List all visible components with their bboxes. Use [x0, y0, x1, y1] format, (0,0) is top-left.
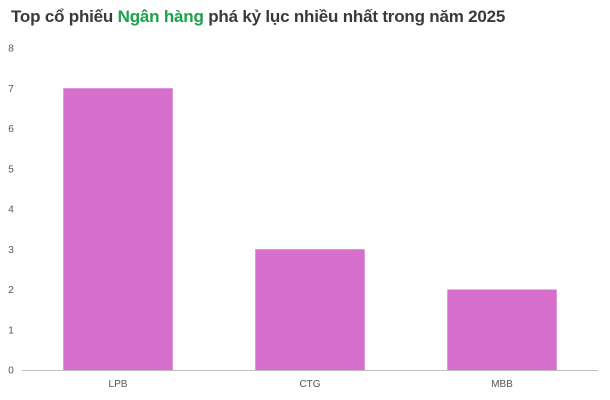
y-tick-label: 3 [8, 245, 14, 256]
bars [63, 88, 557, 370]
x-axis-ticks: LPB CTG MBB [109, 379, 514, 390]
bar-lpb [63, 88, 173, 370]
y-tick-label: 5 [8, 164, 14, 175]
y-tick-label: 2 [8, 285, 14, 296]
y-tick-label: 4 [8, 205, 14, 216]
x-tick-label-mbb: MBB [491, 379, 513, 390]
chart-title-highlight: Ngân hàng [117, 7, 204, 26]
y-tick-label: 0 [8, 366, 14, 377]
y-tick-label: 1 [8, 325, 14, 336]
bar-ctg [255, 249, 365, 370]
y-axis-ticks: 0 1 2 3 4 5 6 7 8 [8, 44, 14, 377]
chart-title-prefix: Top cổ phiếu [11, 7, 118, 26]
y-tick-label: 7 [8, 84, 14, 95]
x-tick-label-ctg: CTG [299, 379, 320, 390]
x-tick-label-lpb: LPB [109, 379, 128, 390]
y-tick-label: 8 [8, 44, 14, 55]
chart-title-suffix: phá kỷ lục nhiều nhất trong năm 2025 [203, 7, 506, 26]
bar-mbb [447, 289, 557, 370]
chart-title: Top cổ phiếu Ngân hàng phá kỷ lục nhiều … [11, 7, 505, 27]
y-tick-label: 6 [8, 124, 14, 135]
